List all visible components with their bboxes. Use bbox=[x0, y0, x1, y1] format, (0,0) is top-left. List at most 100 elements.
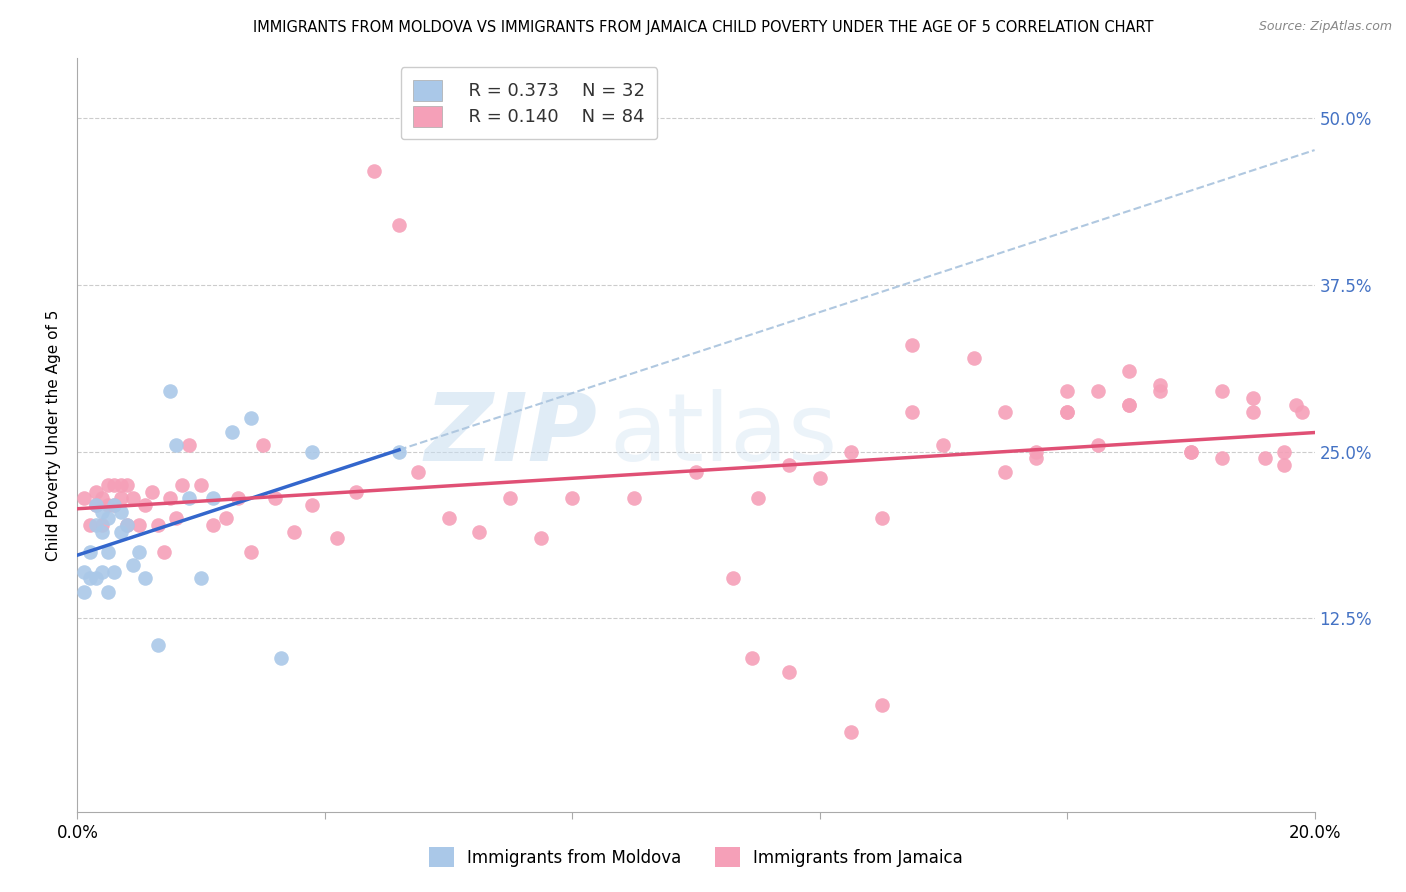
Legend: Immigrants from Moldova, Immigrants from Jamaica: Immigrants from Moldova, Immigrants from… bbox=[420, 839, 972, 875]
Point bbox=[1149, 384, 1171, 399]
Point bbox=[1025, 444, 1047, 458]
Point bbox=[146, 517, 169, 532]
Point bbox=[172, 478, 194, 492]
Point bbox=[146, 638, 169, 652]
Point bbox=[1118, 364, 1140, 378]
Y-axis label: Child Poverty Under the Age of 5: Child Poverty Under the Age of 5 bbox=[46, 310, 62, 560]
Text: atlas: atlas bbox=[609, 389, 838, 481]
Point bbox=[1272, 458, 1295, 472]
Point bbox=[530, 531, 553, 545]
Point bbox=[901, 338, 924, 352]
Point bbox=[1149, 377, 1171, 392]
Point bbox=[202, 517, 225, 532]
Point bbox=[110, 524, 132, 539]
Point bbox=[91, 517, 114, 532]
Point bbox=[363, 164, 385, 178]
Point bbox=[1087, 384, 1109, 399]
Point bbox=[177, 491, 200, 506]
Point bbox=[190, 478, 212, 492]
Point bbox=[561, 491, 583, 506]
Point bbox=[84, 498, 107, 512]
Point bbox=[1180, 444, 1202, 458]
Point bbox=[221, 425, 243, 439]
Point bbox=[153, 544, 176, 558]
Point bbox=[1211, 384, 1233, 399]
Point bbox=[97, 544, 120, 558]
Point bbox=[134, 498, 156, 512]
Point bbox=[301, 498, 323, 512]
Point bbox=[499, 491, 522, 506]
Point bbox=[721, 571, 744, 585]
Point bbox=[270, 651, 292, 665]
Point bbox=[97, 498, 120, 512]
Point bbox=[128, 517, 150, 532]
Point bbox=[344, 484, 367, 499]
Point bbox=[122, 558, 145, 572]
Point bbox=[808, 471, 831, 485]
Point bbox=[839, 444, 862, 458]
Point bbox=[165, 511, 187, 525]
Point bbox=[115, 517, 138, 532]
Point bbox=[252, 438, 274, 452]
Point bbox=[870, 511, 893, 525]
Point bbox=[264, 491, 287, 506]
Point bbox=[685, 465, 707, 479]
Point bbox=[301, 444, 323, 458]
Point bbox=[623, 491, 645, 506]
Point bbox=[72, 491, 94, 506]
Point bbox=[84, 498, 107, 512]
Point bbox=[110, 478, 132, 492]
Point bbox=[97, 478, 120, 492]
Point bbox=[91, 524, 114, 539]
Point bbox=[103, 565, 125, 579]
Point bbox=[91, 491, 114, 506]
Text: IMMIGRANTS FROM MOLDOVA VS IMMIGRANTS FROM JAMAICA CHILD POVERTY UNDER THE AGE O: IMMIGRANTS FROM MOLDOVA VS IMMIGRANTS FR… bbox=[253, 20, 1153, 35]
Point bbox=[994, 465, 1017, 479]
Point bbox=[1087, 438, 1109, 452]
Point bbox=[778, 665, 800, 679]
Point bbox=[141, 484, 163, 499]
Point bbox=[468, 524, 491, 539]
Point bbox=[79, 544, 101, 558]
Point bbox=[239, 411, 262, 425]
Point bbox=[437, 511, 460, 525]
Point bbox=[1118, 398, 1140, 412]
Point bbox=[84, 571, 107, 585]
Point bbox=[1056, 404, 1078, 418]
Point bbox=[226, 491, 249, 506]
Point bbox=[406, 465, 429, 479]
Point bbox=[1056, 404, 1078, 418]
Point bbox=[1118, 398, 1140, 412]
Point bbox=[1285, 398, 1308, 412]
Point bbox=[932, 438, 955, 452]
Point bbox=[1180, 444, 1202, 458]
Point bbox=[1241, 404, 1264, 418]
Point bbox=[110, 491, 132, 506]
Point bbox=[103, 498, 125, 512]
Point bbox=[202, 491, 225, 506]
Point bbox=[159, 384, 181, 399]
Point bbox=[963, 351, 986, 366]
Point bbox=[72, 565, 94, 579]
Point bbox=[1272, 444, 1295, 458]
Point bbox=[778, 458, 800, 472]
Point bbox=[97, 511, 120, 525]
Point bbox=[901, 404, 924, 418]
Point bbox=[110, 504, 132, 518]
Point bbox=[134, 571, 156, 585]
Point bbox=[177, 438, 200, 452]
Point bbox=[994, 404, 1017, 418]
Point bbox=[128, 544, 150, 558]
Point bbox=[72, 584, 94, 599]
Text: Source: ZipAtlas.com: Source: ZipAtlas.com bbox=[1258, 20, 1392, 33]
Point bbox=[122, 491, 145, 506]
Point bbox=[84, 484, 107, 499]
Point bbox=[91, 565, 114, 579]
Point bbox=[326, 531, 349, 545]
Point bbox=[1211, 451, 1233, 466]
Point bbox=[115, 517, 138, 532]
Point bbox=[159, 491, 181, 506]
Point bbox=[1291, 404, 1313, 418]
Point bbox=[1254, 451, 1277, 466]
Point bbox=[839, 724, 862, 739]
